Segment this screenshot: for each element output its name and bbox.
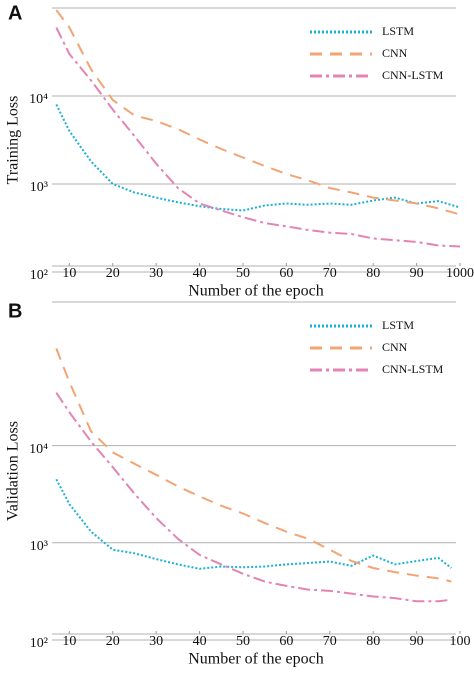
x-tick-label: 10: [62, 634, 76, 649]
legend-label: CNN: [382, 46, 408, 60]
x-tick-label: 40: [193, 266, 207, 281]
panel-label: A: [8, 2, 22, 24]
panel-label: B: [8, 300, 22, 322]
y-tick-label: 10²: [30, 268, 48, 283]
x-tick-label: 50: [236, 266, 250, 281]
x-tick-label: 80: [366, 634, 380, 649]
y-tick-label: 10⁴: [29, 92, 48, 107]
x-tick-label: 40: [193, 634, 207, 649]
x-tick-label: 60: [279, 266, 293, 281]
x-tick-label: 20: [106, 634, 120, 649]
x-tick-label: 30: [149, 634, 163, 649]
series-line: [55, 348, 452, 583]
x-tick-label: 60: [279, 634, 293, 649]
series-line: [55, 27, 461, 248]
legend-label: CNN-LSTM: [382, 68, 444, 82]
x-tick-label: 90: [410, 634, 424, 649]
x-tick-label: 50: [236, 634, 250, 649]
legend-label: CNN: [382, 340, 408, 354]
series-line: [55, 478, 452, 570]
x-tick-label: 1000: [446, 266, 474, 281]
x-tick-label: 70: [323, 634, 337, 649]
x-tick-label: 30: [149, 266, 163, 281]
x-tick-label: 100: [450, 634, 471, 649]
x-axis-label: Number of the epoch: [188, 651, 324, 668]
series-line: [55, 9, 461, 216]
y-tick-label: 10³: [30, 180, 48, 195]
series-line: [55, 392, 452, 603]
x-tick-label: 80: [366, 266, 380, 281]
y-axis-label: Training Loss: [5, 96, 22, 185]
y-tick-label: 10²: [30, 636, 48, 651]
y-tick-label: 10³: [30, 539, 48, 554]
x-tick-label: 90: [410, 266, 424, 281]
legend-label: LSTM: [382, 24, 414, 38]
x-tick-label: 70: [323, 266, 337, 281]
x-axis-label: Number of the epoch: [188, 283, 324, 300]
y-tick-label: 10⁴: [29, 442, 48, 457]
y-axis-label: Validation Loss: [5, 421, 22, 521]
x-tick-label: 20: [106, 266, 120, 281]
legend-label: LSTM: [382, 318, 414, 332]
series-line: [55, 104, 461, 212]
legend-label: CNN-LSTM: [382, 362, 444, 376]
x-tick-label: 10: [62, 266, 76, 281]
